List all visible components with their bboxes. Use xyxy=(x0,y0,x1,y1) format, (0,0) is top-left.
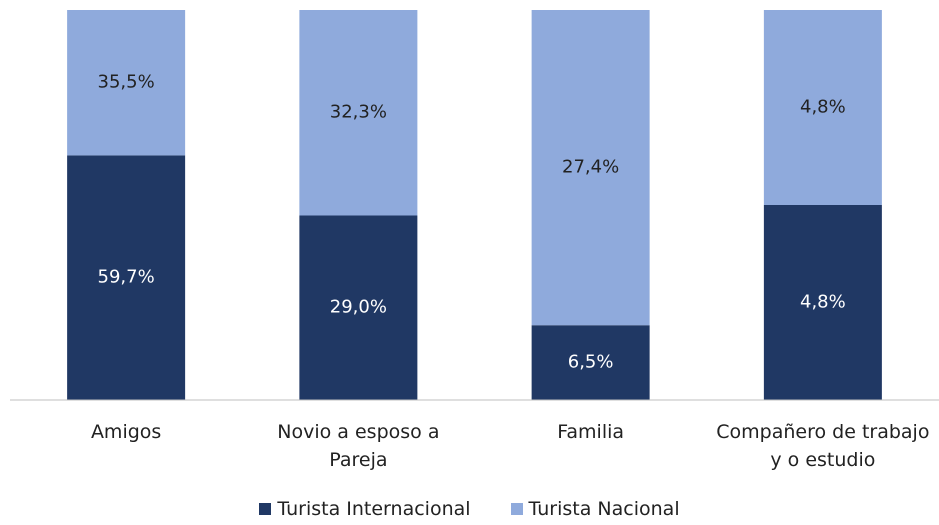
data-label: 27,4% xyxy=(562,157,619,178)
data-label: 35,5% xyxy=(98,72,155,93)
data-label: 32,3% xyxy=(330,102,387,123)
data-label: 4,8% xyxy=(800,292,846,313)
bar-segment xyxy=(299,215,418,400)
bar-segment xyxy=(531,10,650,326)
bar-segment xyxy=(299,10,418,216)
data-label: 29,0% xyxy=(330,297,387,318)
legend-item: Turista Nacional xyxy=(510,498,680,520)
bar-segment xyxy=(531,325,650,400)
bar-segment xyxy=(67,155,186,400)
bar-segment xyxy=(763,10,882,205)
legend-label: Turista Internacional xyxy=(277,498,471,520)
data-label: 59,7% xyxy=(98,267,155,288)
data-label: 6,5% xyxy=(568,352,614,373)
legend-label: Turista Nacional xyxy=(528,498,680,520)
x-tick-label: Novio a esposo a Pareja xyxy=(277,421,440,471)
legend: Turista Internacional Turista Nacional xyxy=(0,498,939,520)
data-label: 4,8% xyxy=(800,97,846,118)
legend-item: Turista Internacional xyxy=(259,498,471,520)
x-tick-label: Compañero de trabajo y o estudio xyxy=(716,421,930,471)
bar-segment xyxy=(67,10,186,156)
legend-swatch xyxy=(259,503,272,515)
bar-segment xyxy=(763,205,882,400)
x-tick-label: Familia xyxy=(557,421,625,443)
x-tick-label: Amigos xyxy=(90,421,162,443)
legend-swatch xyxy=(510,503,523,515)
